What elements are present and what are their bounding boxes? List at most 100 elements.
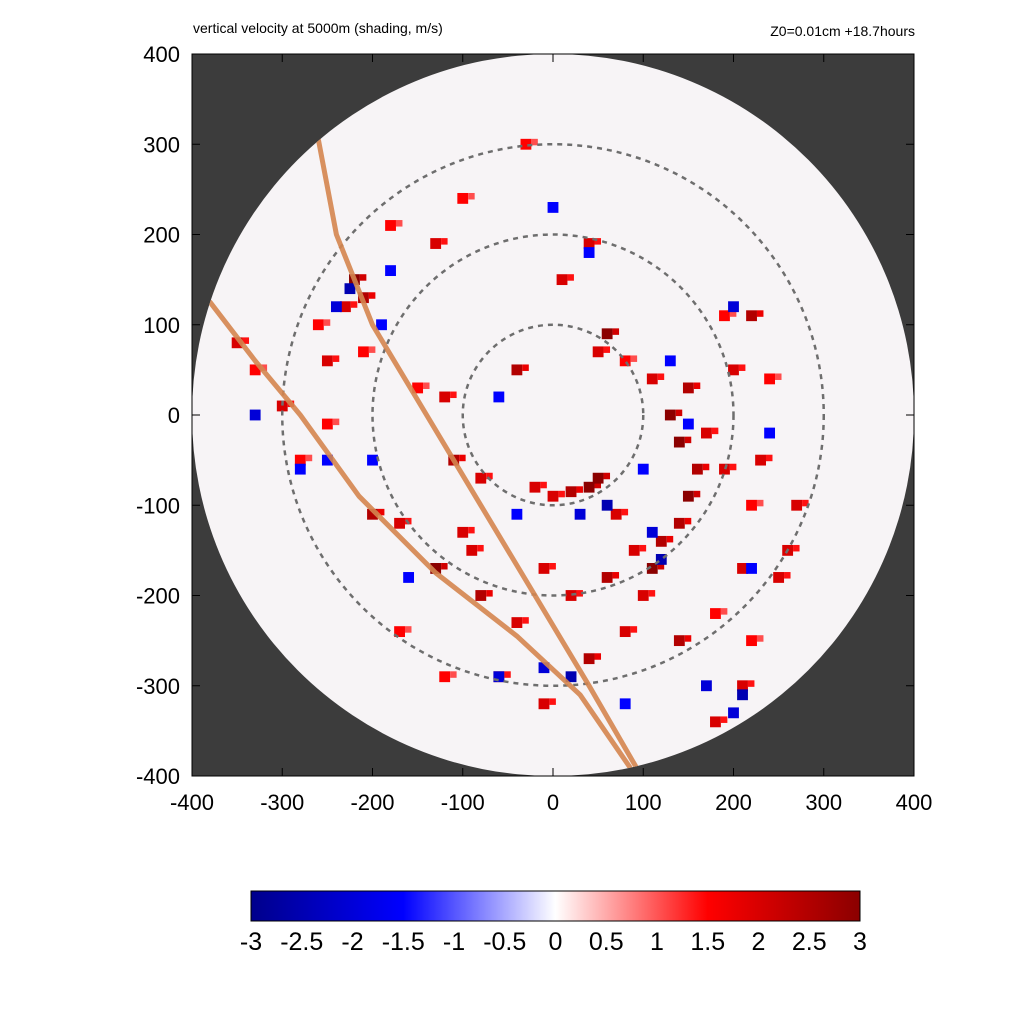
updraft-cell	[765, 454, 773, 462]
updraft-cell	[457, 192, 469, 204]
downdraft-cell	[601, 499, 613, 511]
colorbar-tick-label: 0	[549, 928, 563, 956]
updraft-cell	[773, 572, 785, 583]
updraft-cell	[531, 138, 538, 146]
updraft-cell	[549, 563, 556, 570]
updraft-cell	[764, 373, 776, 385]
downdraft-cell	[249, 409, 261, 421]
updraft-cell	[666, 535, 674, 543]
x-tick-label: 0	[547, 790, 559, 815]
updraft-cell	[684, 436, 692, 444]
track-line	[315, 137, 642, 774]
range-ring	[461, 323, 645, 507]
updraft-cell	[441, 563, 448, 570]
updraft-cell	[682, 490, 694, 502]
updraft-cell	[558, 490, 565, 498]
updraft-cell	[737, 680, 748, 692]
colorbar-tick-label: 3	[853, 928, 867, 956]
colorbar-tick-label: -2	[341, 928, 363, 956]
updraft-cell	[477, 544, 484, 552]
colorbar-tick-label: -2.5	[280, 928, 323, 956]
updraft-cell	[684, 517, 692, 525]
updraft-cell	[646, 563, 658, 574]
updraft-cell	[746, 310, 757, 322]
updraft-cell	[701, 427, 712, 439]
downdraft-cell	[547, 202, 559, 213]
updraft-cell	[323, 319, 331, 326]
updraft-cell	[691, 463, 703, 475]
updraft-cell	[377, 508, 385, 516]
updraft-cell	[423, 382, 430, 390]
downdraft-cell	[344, 283, 356, 295]
updraft-cell	[756, 499, 764, 507]
downdraft-cell	[728, 301, 739, 313]
downdraft-cell	[764, 427, 776, 439]
updraft-cell	[702, 463, 710, 471]
x-tick-label: -400	[170, 790, 214, 815]
colorbar-tick-label: 1.5	[690, 928, 725, 956]
updraft-cell	[430, 563, 442, 574]
updraft-cell	[719, 310, 730, 322]
updraft-cell	[468, 526, 475, 534]
updraft-cell	[321, 355, 333, 367]
updraft-cell	[385, 220, 396, 231]
updraft-cell	[504, 671, 511, 678]
updraft-cell	[312, 319, 324, 331]
colorbar-tick-label: 0.5	[589, 928, 624, 956]
downdraft-cell	[637, 463, 649, 475]
updraft-cell	[637, 590, 649, 601]
downdraft-cell	[574, 508, 586, 520]
updraft-cell	[657, 373, 665, 380]
updraft-cell	[412, 382, 424, 394]
updraft-cell	[673, 635, 685, 647]
updraft-cell	[693, 382, 701, 390]
x-tick-label: -300	[260, 790, 304, 815]
downdraft-cell	[367, 454, 378, 466]
updraft-cell	[684, 635, 692, 642]
colorbar-tick-label: 2.5	[792, 928, 827, 956]
x-tick-label: -100	[441, 790, 485, 815]
downdraft-cell	[330, 301, 342, 313]
updraft-cell	[737, 563, 748, 574]
updraft-cell	[231, 337, 243, 349]
updraft-cell	[664, 409, 676, 421]
updraft-cell	[468, 192, 475, 200]
updraft-cell	[583, 481, 595, 493]
track-line	[207, 299, 633, 770]
updraft-cell	[720, 716, 728, 723]
colorbar-tick-label: 2	[752, 928, 766, 956]
updraft-cell	[576, 590, 583, 597]
updraft-cell	[630, 626, 638, 633]
downdraft-cell	[646, 526, 658, 538]
updraft-cell	[404, 626, 412, 633]
updraft-cell	[395, 220, 403, 227]
downdraft-cell	[619, 698, 631, 710]
updraft-cell	[321, 418, 333, 430]
plot-area	[192, 54, 914, 776]
colorbar-tick-label: -3	[240, 928, 262, 956]
colorbar-tick-label: 1	[650, 928, 664, 956]
updraft-cell	[612, 328, 620, 335]
updraft-cell	[368, 292, 376, 299]
x-tick-label: 400	[896, 790, 933, 815]
updraft-cell	[294, 454, 306, 466]
updraft-cell	[592, 346, 604, 358]
updraft-cell	[486, 472, 493, 480]
chart-title: vertical velocity at 5000m (shading, m/s…	[193, 20, 443, 36]
updraft-cell	[601, 572, 613, 583]
downdraft-cell	[655, 553, 667, 565]
updraft-cell	[710, 608, 721, 619]
field-layer	[207, 137, 825, 774]
updraft-cell	[729, 463, 737, 471]
updraft-cell	[619, 355, 631, 367]
updraft-cell	[594, 653, 602, 660]
y-tick-label: -200	[136, 584, 180, 609]
updraft-cell	[648, 590, 656, 597]
downdraft-cell	[511, 508, 523, 520]
updraft-cell	[358, 346, 369, 358]
updraft-cell	[601, 328, 613, 340]
updraft-cell	[738, 364, 746, 371]
colorbar-gradient	[250, 890, 861, 922]
downdraft-cell	[737, 689, 748, 701]
